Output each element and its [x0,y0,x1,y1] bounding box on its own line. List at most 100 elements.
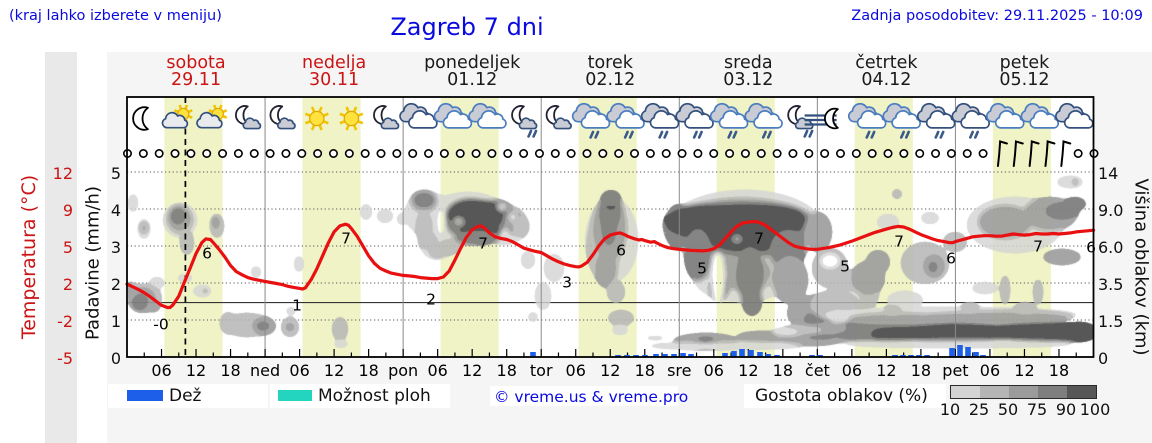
day-tick-label: sre [667,361,691,380]
cloud-density-scale-value: 10 [939,400,961,419]
weather-icon-sun-cloud [196,104,228,129]
temperature-point-label: 5 [697,260,707,278]
weather-icon-cloudy-rain [916,102,956,139]
temperature-point-label: 5 [840,258,850,276]
cloud-height-tick: 0 [1098,349,1109,368]
cloud-density-label: Gostota oblakov (%) [755,386,928,406]
calm-wind-icon [487,149,497,159]
temperature-point-label: 7 [341,230,351,248]
rain-bar [809,355,815,357]
rain-bar [957,345,963,357]
temperature-tick: 5 [62,238,73,257]
temperature-axis-background [45,52,77,443]
precipitation-tick: 3 [110,238,121,257]
calm-wind-icon [170,149,180,159]
copyright-text: © vreme.us & vreme.pro [494,388,689,406]
calm-wind-icon [630,149,640,159]
calm-wind-icon [677,149,687,159]
day-label-nedelja: nedelja 30.11 [302,54,366,90]
temperature-tick: 2 [62,275,73,294]
calm-wind-icon [154,149,164,159]
wind-barb-icon [1060,140,1072,167]
rain-bar [530,352,536,357]
cloud-density-scale-bar [950,385,1097,399]
calm-wind-icon [471,149,481,159]
weather-icon-cloudy-rain [640,102,680,139]
weather-icon-moon-cloud [545,105,572,130]
day-name: sobota [166,53,226,73]
day-name: četrtek [855,53,918,73]
wind-barb-icon [1044,140,1056,167]
day-date: 04.12 [861,70,912,90]
temperature-point-label: 7 [1033,238,1043,256]
precipitation-tick: 5 [110,164,121,183]
weather-icon-cloudy-day-rain [847,102,887,139]
calm-wind-icon [297,149,307,159]
day-separators [264,97,956,357]
rain-bars [530,345,986,357]
weather-icon-sun [339,106,364,131]
calm-wind-icon [439,149,449,159]
calm-wind-icon [883,149,893,159]
calm-wind-icon [534,149,544,159]
calm-wind-icon [424,149,434,159]
cloud-density-scale-value: 75 [1026,400,1048,419]
hour-label: 06 [427,361,447,380]
calm-wind-icon [249,149,259,159]
temperature-point-labels: -0 6 1 7 2 7 3 6 5 7 5 7 6 7 6 [153,230,1096,334]
weather-icon-moon-fog [804,107,839,130]
temperature-tick: -2 [57,312,73,331]
rain-bar [688,354,694,357]
calm-wind-icon [360,149,370,159]
day-date: 01.12 [447,70,498,90]
rain-bar [662,354,668,357]
hour-label: 12 [738,361,758,380]
weather-icon-cloudy-day [1020,102,1060,129]
day-name: petek [999,53,1050,73]
rain-bar [900,355,906,357]
temperature-curve [125,219,1096,310]
day-date: 05.12 [999,70,1050,90]
calm-wind-icon [233,149,243,159]
calm-wind-icon [218,149,228,159]
hour-label: 18 [358,361,378,380]
calm-wind-icon [202,149,212,159]
weather-icon-cloudy-day [986,102,1025,129]
hour-label: 06 [289,361,309,380]
calm-wind-icon [392,149,402,159]
rain-bar [615,355,621,357]
temperature-point-label: 2 [426,291,436,309]
weather-icon-cloudy [399,102,438,129]
rain-bar [908,355,914,357]
day-date: 30.11 [309,70,360,90]
day-label-petek: petek 05.12 [999,53,1050,90]
calm-wind-icon [756,149,766,159]
rain-bar [980,355,986,357]
hour-label: 12 [876,361,896,380]
temperature-point-label: 6 [1086,239,1096,257]
weather-icon-moon-cloud-rain [787,105,814,138]
rain-bar [653,354,659,357]
hour-label: 12 [462,361,482,380]
cloud-density-label-patch [744,384,946,408]
page-title: Zagreb 7 dni [390,13,544,41]
weather-icon-moon-cloud-rain [511,105,538,138]
precipitation-tick: 0 [110,349,121,368]
calm-wind-icon [725,149,735,159]
calm-wind-icon [614,149,624,159]
cloud-density-scale-value: 90 [1055,400,1077,419]
weather-icon-sun-cloud [161,104,193,129]
temperature-point-label: 6 [202,245,212,263]
cloud-density-scale-cell [1067,386,1096,398]
weather-icon-moon [132,106,149,131]
calm-wind-icon [328,149,338,159]
calm-wind-icon [899,149,909,159]
calm-wind-icon [962,149,972,159]
calm-wind-icon [788,149,798,159]
weather-icon-cloudy-day-rain [606,102,645,139]
wind-barb-icon [996,140,1008,167]
cloud-density-scale-cell [1009,386,1038,398]
rain-bar [973,352,979,357]
cloud-height-tick: 9.0 [1098,201,1124,220]
calm-wind-icon [313,149,323,159]
